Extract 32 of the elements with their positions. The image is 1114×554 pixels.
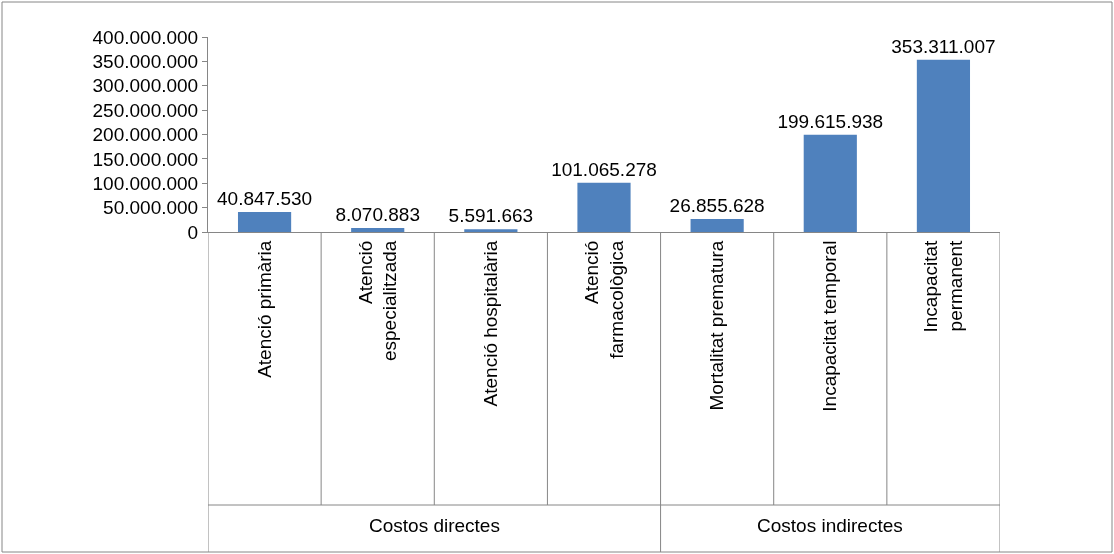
y-tick-label: 150.000.000 <box>92 148 199 170</box>
data-label: 40.847.530 <box>217 188 313 210</box>
data-label: 353.311.007 <box>891 35 996 57</box>
bar <box>803 134 857 232</box>
y-tick-label: 50.000.000 <box>103 197 199 219</box>
text: Costos indirectes <box>757 515 903 536</box>
y-tick-label: 0 <box>187 221 199 243</box>
x-tick-label: Incapacitat temporal <box>819 240 841 412</box>
bar <box>690 218 744 232</box>
x-tick-label: Incapacitat permanent <box>920 239 966 333</box>
y-tick-label: 350.000.000 <box>92 51 199 73</box>
bar <box>577 182 631 232</box>
text: Costos directes <box>369 515 500 536</box>
bar <box>916 59 971 232</box>
data-label: 101.065.278 <box>551 158 657 180</box>
y-tick-label: 200.000.000 <box>92 124 199 146</box>
x-tick-label: Atenció hospitalària <box>480 240 502 407</box>
data-label: 199.615.938 <box>777 110 884 132</box>
x-tick-label: Mortalitat prematura <box>706 240 728 411</box>
bar <box>237 212 292 232</box>
data-label: 8.070.883 <box>335 204 420 226</box>
x-tick-label: Atenció especialitzada <box>354 240 401 362</box>
y-tick-label: 100.000.000 <box>92 172 199 194</box>
bar <box>351 228 405 232</box>
x-tick-label: Atenció farmacològica <box>580 240 627 359</box>
data-label: 5.591.663 <box>448 205 534 227</box>
x-tick-label: Atenció primària <box>253 240 275 378</box>
y-tick-label: 250.000.000 <box>92 99 199 121</box>
y-tick-label: 300.000.000 <box>92 75 199 97</box>
data-label: 26.855.628 <box>669 194 765 216</box>
y-tick-label: 400.000.000 <box>92 26 199 48</box>
bar <box>464 229 518 232</box>
